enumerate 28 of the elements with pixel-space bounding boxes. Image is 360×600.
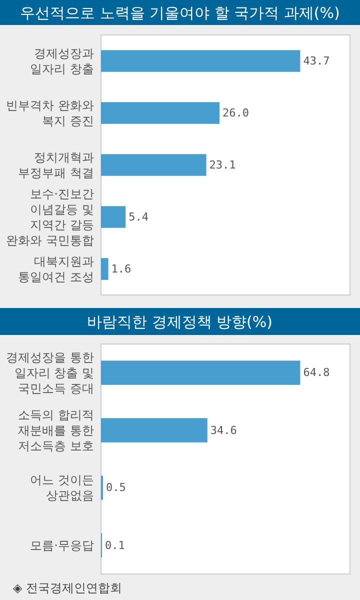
data-label: 0.5 <box>106 481 126 494</box>
y-tick-label: 모름·무응답 <box>30 538 94 552</box>
bar <box>101 418 208 442</box>
y-tick-label: 빈부격차 완화와 복지 증진 <box>6 98 94 128</box>
y-tick-label: 대북지원과 통일여건 조성 <box>18 254 94 284</box>
bar <box>101 258 108 280</box>
bar <box>101 360 300 385</box>
data-label: 43.7 <box>303 54 330 68</box>
data-label: 1.6 <box>111 262 132 276</box>
text: ◈ 전국경제인연합회 <box>13 581 122 595</box>
chart-title: 바람직한 경제정책 방향(%) <box>87 313 272 331</box>
bar <box>101 206 126 228</box>
bar <box>101 154 206 176</box>
y-tick-label: 어느 것이든 상관없음 <box>30 473 94 503</box>
data-label: 0.1 <box>105 538 125 552</box>
chart-title: 우선적으로 노력을 기울여야 할 국가적 과제(%) <box>20 4 340 22</box>
data-label: 5.4 <box>128 210 149 224</box>
y-tick-label: 정치개혁과 부정부패 척결 <box>18 150 94 180</box>
bar <box>101 50 300 72</box>
y-tick-label: 경제성장을 통한 일자리 창출 및 국민소득 증대 <box>6 350 94 396</box>
bar <box>101 102 220 124</box>
data-label: 26.0 <box>222 106 250 120</box>
data-label: 64.8 <box>303 366 330 380</box>
y-tick-label: 보수·진보간 이념갈등 및 지역간 갈등 완화와 국민통합 <box>6 186 94 248</box>
y-tick-label: 경제성장과 일자리 창출 <box>30 46 94 76</box>
data-label: 34.6 <box>210 424 237 437</box>
data-label: 23.1 <box>209 158 236 172</box>
y-tick-label: 소득의 합리적 재분배를 통한 저소득층 보호 <box>18 408 94 454</box>
